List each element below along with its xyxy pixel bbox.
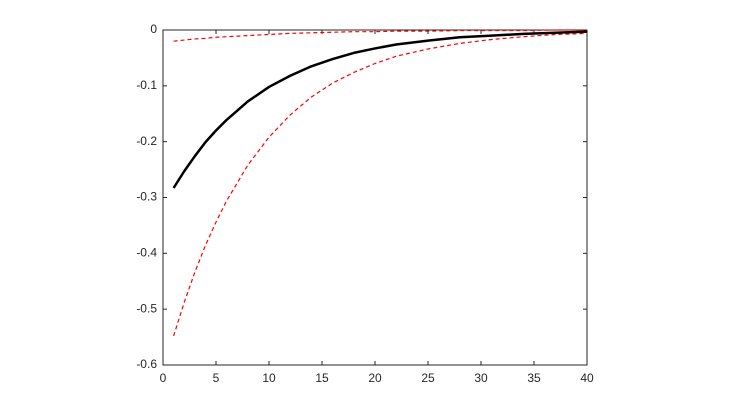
plot-box xyxy=(162,29,588,366)
x-tick-label: 0 xyxy=(160,371,167,385)
x-tick-label: 5 xyxy=(213,371,220,385)
y-tick-label: 0 xyxy=(150,22,157,36)
series-line xyxy=(173,29,587,42)
y-tick-label: -0.5 xyxy=(136,301,157,315)
series-line xyxy=(172,30,588,189)
y-tick-label: -0.3 xyxy=(136,190,157,204)
x-tick-label: 40 xyxy=(580,371,594,385)
y-tick-label: -0.6 xyxy=(136,357,157,371)
y-tick-label: -0.4 xyxy=(136,246,157,260)
x-tick-label: 20 xyxy=(368,371,382,385)
x-tick-label: 30 xyxy=(474,371,488,385)
y-tick-label: -0.1 xyxy=(136,78,157,92)
x-tick-label: 25 xyxy=(421,371,435,385)
x-tick-label: 35 xyxy=(527,371,541,385)
series-line xyxy=(173,32,588,337)
x-tick-label: 10 xyxy=(262,371,276,385)
x-tick-label: 15 xyxy=(315,371,329,385)
y-tick-label: -0.2 xyxy=(136,134,157,148)
